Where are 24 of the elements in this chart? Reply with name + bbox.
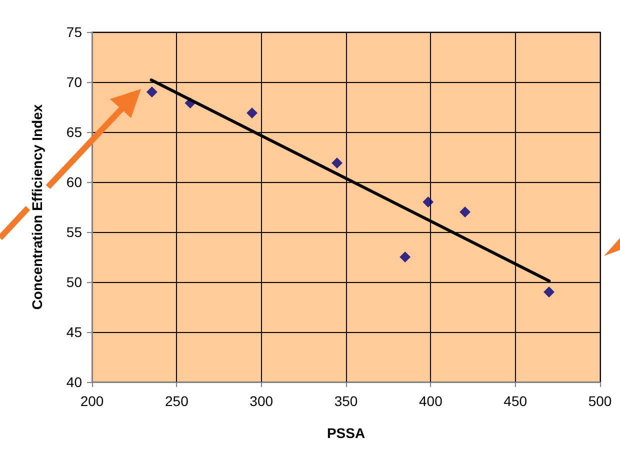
- point: [422, 196, 434, 208]
- y-tick-label: 55: [66, 224, 82, 240]
- point: [332, 158, 343, 168]
- y-tick-label: 45: [66, 324, 82, 340]
- y-tick-label: 60: [66, 174, 82, 190]
- point: [544, 286, 555, 298]
- x-tick-label: 350: [334, 393, 358, 409]
- y-tick-label: 50: [66, 274, 82, 290]
- point: [146, 86, 158, 98]
- x-tick-label: 250: [164, 393, 189, 409]
- point: [400, 252, 411, 262]
- y-tick-label: 65: [66, 124, 82, 140]
- x-tick-label: 300: [250, 393, 274, 409]
- point: [460, 206, 471, 218]
- y-tick-label: 75: [66, 24, 82, 40]
- x-tick-label: 500: [588, 393, 612, 409]
- x-tick-label: 400: [418, 393, 443, 409]
- y-axis-title: Concentration Efficiency Index: [29, 104, 45, 310]
- x-axis-title: PSSA: [326, 425, 366, 441]
- y-tick-label: 70: [66, 74, 82, 90]
- point: [246, 108, 258, 118]
- x-tick-label: 200: [80, 393, 104, 409]
- x-tick-label: 450: [504, 393, 528, 409]
- y-tick-label: 40: [66, 374, 82, 390]
